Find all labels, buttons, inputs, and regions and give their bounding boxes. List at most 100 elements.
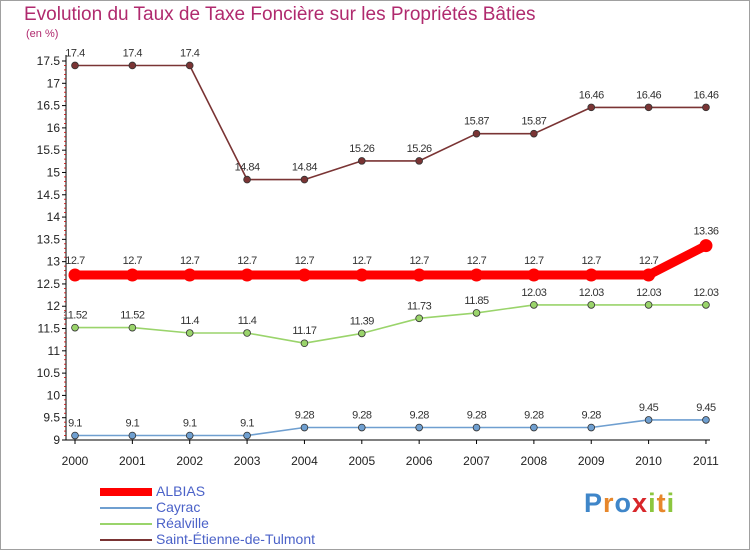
series-line-saint-tienne-de-tulmont — [74, 64, 707, 181]
data-point-saint-tienne-de-tulmont — [644, 103, 653, 112]
legend-label: Cayrac — [156, 499, 201, 515]
x-tick-label: 2005 — [348, 454, 375, 468]
data-label-cayrac: 9.28 — [582, 410, 602, 422]
logo-letter: i — [666, 488, 676, 518]
data-label-albias: 13.36 — [693, 226, 718, 238]
data-label-cayrac: 9.28 — [409, 410, 429, 422]
data-label-saint-tienne-de-tulmont: 16.46 — [579, 89, 604, 101]
y-tick-label: 11.5 — [38, 322, 61, 336]
y-tick-label: 15 — [47, 165, 61, 179]
y-tick-label: 14 — [47, 210, 61, 224]
data-point-cayrac — [128, 431, 137, 440]
data-point-r-alville — [644, 301, 653, 309]
data-label-albias: 12.7 — [639, 255, 659, 267]
data-label-cayrac: 9.28 — [352, 410, 372, 422]
y-tick-label: 17.5 — [37, 54, 61, 68]
y-tick-label: 13.5 — [37, 232, 61, 246]
data-point-saint-tienne-de-tulmont — [185, 61, 194, 70]
legend-label: Réalville — [156, 515, 209, 531]
data-point-cayrac — [530, 423, 538, 432]
data-point-saint-tienne-de-tulmont — [128, 61, 137, 70]
data-point-cayrac — [71, 431, 79, 440]
y-tick-label: 13 — [47, 255, 61, 269]
data-label-r-alville: 11.52 — [63, 310, 88, 322]
series-layer — [68, 61, 713, 440]
x-tick-label: 2002 — [176, 454, 203, 468]
data-label-r-alville: 11.4 — [238, 315, 257, 327]
data-point-saint-tienne-de-tulmont — [357, 157, 366, 165]
data-label-albias: 12.7 — [180, 255, 200, 267]
data-point-saint-tienne-de-tulmont — [300, 175, 309, 184]
logo-letter: x — [632, 488, 649, 518]
data-point-r-alville — [300, 339, 309, 348]
logo-letter: r — [603, 488, 615, 518]
data-point-albias — [412, 268, 426, 282]
y-tick-label: 12 — [47, 299, 61, 313]
data-label-r-alville: 12.03 — [636, 287, 661, 299]
data-point-albias — [183, 268, 197, 282]
data-label-albias: 12.7 — [295, 255, 315, 267]
data-label-albias: 12.7 — [524, 255, 544, 267]
data-point-albias — [297, 268, 311, 282]
data-label-albias: 12.7 — [237, 255, 257, 267]
data-label-saint-tienne-de-tulmont: 16.46 — [636, 89, 661, 101]
data-point-albias — [240, 268, 254, 282]
y-tick-label: 10.5 — [37, 366, 61, 380]
data-label-albias: 12.7 — [65, 255, 85, 267]
y-tick-label: 11 — [48, 344, 61, 358]
legend-label: Saint-Étienne-de-Tulmont — [156, 531, 316, 547]
x-tick-label: 2009 — [578, 454, 605, 468]
chart-axes: 9 9.5 10 10.5 11 11.5 12 12.5 13 13.5 14 14.5 15 15.5… — [37, 54, 720, 468]
y-tick-label: 9 — [53, 433, 60, 447]
data-point-r-alville — [185, 329, 194, 337]
data-point-cayrac — [415, 423, 423, 432]
data-label-r-alville: 11.52 — [120, 310, 145, 322]
proxiti-logo: Proxiti — [584, 488, 675, 519]
y-tick-label: 15.5 — [37, 143, 61, 157]
data-point-albias — [527, 268, 541, 282]
data-label-albias: 12.7 — [409, 255, 429, 267]
data-point-r-alville — [530, 301, 538, 309]
logo-letter: P — [584, 488, 604, 518]
legend-swatch — [100, 488, 152, 496]
data-point-r-alville — [71, 323, 79, 332]
logo-letter: i — [648, 488, 657, 518]
chart-title: Evolution du Taux de Taxe Foncière sur l… — [24, 4, 536, 25]
y-tick-label: 9.5 — [43, 411, 60, 425]
data-point-r-alville — [243, 329, 251, 337]
data-point-cayrac — [300, 423, 309, 432]
y-tick-label: 16.5 — [37, 99, 61, 113]
data-point-albias — [68, 268, 82, 282]
data-point-saint-tienne-de-tulmont — [702, 103, 710, 112]
legend-swatch — [100, 523, 152, 525]
data-label-cayrac: 9.1 — [183, 418, 197, 430]
data-point-r-alville — [128, 323, 137, 332]
data-label-saint-tienne-de-tulmont: 17.4 — [180, 47, 200, 59]
legend-swatch — [100, 539, 152, 541]
data-label-cayrac: 9.45 — [639, 402, 659, 414]
data-label-r-alville: 11.39 — [350, 315, 375, 327]
data-point-saint-tienne-de-tulmont — [71, 61, 79, 70]
data-point-cayrac — [644, 416, 653, 424]
x-tick-label: 2004 — [291, 454, 318, 468]
data-label-saint-tienne-de-tulmont: 17.4 — [65, 47, 85, 59]
y-tick-label: 14.5 — [37, 188, 61, 202]
data-label-r-alville: 11.85 — [464, 295, 489, 307]
x-tick-label: 2000 — [62, 454, 89, 468]
series-line-r-alville — [74, 304, 707, 345]
data-point-saint-tienne-de-tulmont — [415, 157, 423, 165]
x-tick-label: 2006 — [406, 454, 433, 468]
data-label-albias: 12.7 — [352, 255, 372, 267]
data-point-r-alville — [357, 329, 366, 338]
data-label-saint-tienne-de-tulmont: 17.4 — [123, 47, 143, 59]
data-point-albias — [355, 268, 369, 282]
data-point-cayrac — [185, 431, 194, 440]
data-label-cayrac: 9.1 — [68, 418, 82, 430]
data-label-r-alville: 12.03 — [693, 287, 718, 299]
data-point-r-alville — [587, 301, 596, 309]
data-point-saint-tienne-de-tulmont — [243, 175, 251, 184]
data-point-r-alville — [702, 301, 710, 309]
x-tick-label: 2007 — [463, 454, 490, 468]
data-label-albias: 12.7 — [123, 255, 143, 267]
